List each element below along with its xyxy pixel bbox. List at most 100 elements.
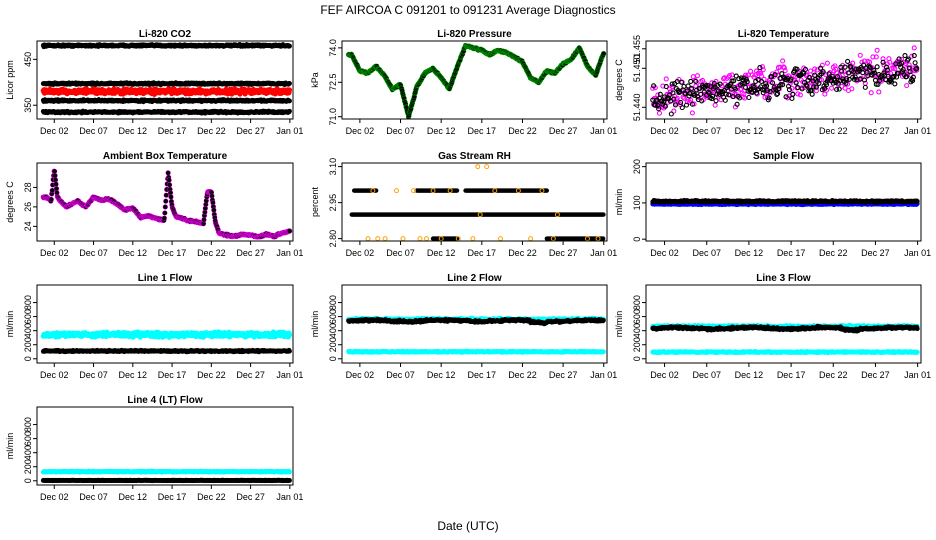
series-calibration-tank-4 (40, 108, 292, 116)
data-point (790, 91, 796, 98)
series-calibration-tank-1 (40, 42, 292, 50)
data-point (736, 76, 742, 82)
series-temperature-reference (650, 52, 920, 117)
data-point (802, 66, 808, 73)
y-tick-label: 450 (23, 52, 33, 67)
data-point (53, 182, 59, 187)
data-point (780, 58, 786, 64)
data-point (892, 81, 898, 87)
series-calibration-tank-2 (40, 80, 292, 88)
data-point (204, 198, 209, 203)
x-tick-label: Dec 22 (819, 126, 848, 136)
data-point (662, 103, 668, 109)
data-point (870, 54, 876, 60)
data-point (868, 90, 874, 96)
x-tick-label: Dec 22 (197, 126, 226, 136)
data-point (201, 217, 207, 222)
data-point (884, 67, 890, 73)
series-box-temperature (40, 168, 293, 240)
data-point (813, 84, 819, 90)
data-point (54, 190, 60, 196)
data-point (168, 194, 174, 200)
data-point (867, 65, 873, 71)
x-tick-label: Dec 12 (735, 126, 764, 136)
data-point (54, 186, 59, 191)
data-point (786, 73, 792, 79)
x-tick-label: Dec 07 (386, 126, 415, 136)
data-point (721, 76, 727, 82)
data-point (656, 110, 663, 116)
data-point (824, 60, 830, 66)
data-point (775, 91, 781, 97)
data-point (746, 94, 752, 101)
data-point (650, 85, 656, 91)
data-point (655, 103, 661, 109)
data-point (902, 52, 908, 59)
data-point (839, 68, 845, 74)
y-axis-label: degrees C (614, 59, 624, 101)
data-point (689, 85, 695, 91)
y-tick-label: 350 (23, 98, 33, 113)
x-tick-label: Dec 27 (861, 126, 890, 136)
data-point (849, 86, 855, 92)
data-point (726, 73, 733, 79)
data-point (692, 92, 698, 98)
data-point (664, 96, 670, 102)
data-point (783, 94, 789, 100)
data-point (671, 96, 677, 102)
data-point (685, 83, 691, 89)
data-point (287, 81, 292, 86)
data-point (844, 76, 850, 82)
data-point (904, 83, 910, 89)
data-point (734, 101, 740, 107)
data-point (775, 86, 781, 92)
data-point (163, 204, 168, 210)
data-point (201, 221, 206, 226)
data-point (693, 78, 699, 84)
data-point (49, 197, 54, 202)
data-point (661, 99, 667, 105)
y-tick-label: 51.450 (632, 55, 642, 83)
panel-li-820-temperature: Li-820 Temperature51.44051.45051.455degr… (614, 29, 931, 136)
x-tick-label: Dec 17 (468, 126, 497, 136)
data-point (669, 81, 675, 87)
data-point (601, 51, 606, 56)
data-point (712, 84, 718, 90)
data-point (914, 65, 920, 71)
data-point (660, 83, 666, 89)
series-pressure (345, 42, 607, 119)
data-point (723, 91, 729, 97)
data-point (679, 105, 685, 111)
data-point (782, 68, 788, 74)
data-point (892, 66, 898, 72)
data-point (764, 87, 771, 94)
x-tick-label: Dec 02 (650, 126, 679, 136)
panel-title: Li-820 Pressure (437, 29, 512, 40)
data-point (861, 62, 867, 68)
data-point (211, 207, 217, 213)
data-point (793, 80, 799, 86)
data-point (845, 70, 852, 76)
data-point (818, 65, 824, 71)
data-point (816, 80, 822, 87)
x-tick-label: Dec 02 (40, 126, 69, 136)
data-point (672, 102, 679, 108)
data-point (717, 81, 723, 87)
figure-title: FEF AIRCOA C 091201 to 091231 Average Di… (320, 3, 615, 17)
data-point (810, 81, 816, 87)
data-point (836, 86, 842, 92)
data-point (812, 66, 818, 72)
data-point (657, 91, 663, 97)
plot-area (40, 168, 293, 240)
data-point (759, 73, 765, 79)
data-point (694, 73, 701, 79)
data-point (913, 66, 919, 72)
data-point (722, 97, 728, 103)
data-point (653, 98, 659, 104)
data-point (904, 74, 910, 80)
data-point (874, 64, 880, 70)
data-point (759, 64, 765, 70)
